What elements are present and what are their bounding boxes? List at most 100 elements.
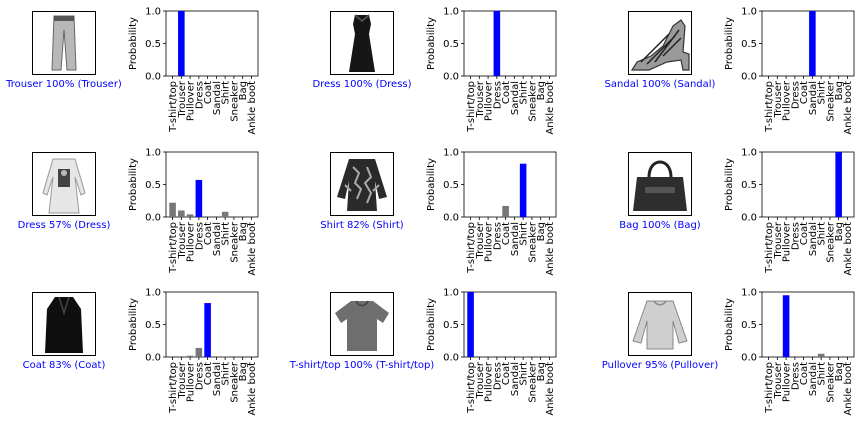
y-tick-label: 0.5 [443, 180, 459, 191]
y-tick-label: 0.0 [741, 353, 757, 364]
y-axis-label: Probability [426, 17, 437, 70]
x-tick-label: Shirt [817, 222, 828, 246]
x-tick-label: Sandal [808, 81, 819, 115]
x-tick-label: Dress [194, 362, 205, 390]
x-tick-label: Coat [799, 362, 810, 385]
prediction-caption: Trouser 100% (Trouser) [6, 79, 122, 90]
x-tick-label: Trouser [177, 361, 188, 399]
x-tick-label: Pullover [782, 80, 793, 121]
axes-frame [165, 151, 259, 218]
x-tick-label: Pullover [782, 221, 793, 262]
x-tick-label: Shirt [817, 362, 828, 386]
tshirt-icon [330, 292, 394, 356]
y-tick-label: 1.0 [145, 7, 161, 18]
probability-chart: 0.0 0.5 1.0 Probability T-shirt/topTrouserPu… [128, 288, 259, 416]
probability-bar-dress [195, 179, 203, 217]
probability-chart: 0.0 0.5 1.0 Probability T-shirt/topTrouserPu… [724, 288, 855, 416]
x-tick-label: Coat [203, 222, 214, 245]
probability-bar-shirt [221, 356, 229, 357]
y-tick-label: 0.5 [741, 180, 757, 191]
y-tick-label: 0.0 [145, 213, 161, 224]
y-tick-label: 0.0 [443, 213, 459, 224]
x-tick-label: T-shirt/top [764, 222, 775, 274]
x-tick-label: Sandal [212, 81, 223, 115]
x-tick-label: Ankle boot [247, 222, 258, 276]
y-axis-label: Probability [128, 17, 139, 70]
x-tick-label: Bag [834, 362, 845, 381]
shirt-icon [330, 152, 394, 216]
probability-bar-shirt [519, 163, 527, 217]
x-tick-label: T-shirt/top [764, 81, 775, 133]
x-tick-label: T-shirt/top [168, 222, 179, 274]
x-tick-label: Trouser [773, 80, 784, 118]
probability-bar-bag [835, 152, 842, 217]
y-tick-label: 0.0 [145, 353, 161, 364]
x-tick-label: Ankle boot [843, 81, 854, 135]
x-tick-label: T-shirt/top [466, 222, 477, 274]
x-tick-label: Shirt [519, 362, 530, 386]
x-tick-label: Trouser [773, 221, 784, 259]
x-tick-label: Sneaker [825, 80, 836, 122]
x-tick-label: Sneaker [229, 80, 240, 122]
x-tick-label: Ankle boot [843, 222, 854, 276]
x-tick-label: Trouser [475, 361, 486, 399]
trouser-icon [32, 11, 96, 75]
y-tick-label: 0.0 [741, 72, 757, 83]
x-tick-label: Sneaker [825, 361, 836, 403]
x-tick-label: Bag [834, 81, 845, 100]
x-tick-label: Shirt [519, 81, 530, 105]
x-tick-label: Sneaker [229, 221, 240, 263]
probability-bar-t-shirt-top [169, 202, 176, 217]
y-tick-label: 0.5 [443, 320, 459, 331]
sandal-icon [628, 11, 692, 75]
x-tick-label: Sandal [510, 81, 521, 115]
x-tick-label: Coat [501, 81, 512, 104]
x-tick-label: Dress [790, 81, 801, 109]
y-axis-label: Probability [724, 158, 735, 211]
coat-icon [32, 292, 96, 356]
probability-bar-pullover [186, 214, 194, 217]
y-tick-label: 1.0 [741, 288, 757, 299]
y-axis-label: Probability [128, 298, 139, 351]
x-tick-label: Pullover [186, 80, 197, 121]
axes-frame [761, 291, 855, 358]
x-tick-label: Sneaker [527, 361, 538, 403]
x-tick-label: Sandal [212, 222, 223, 256]
x-tick-label: T-shirt/top [466, 362, 477, 414]
x-tick-label: Trouser [475, 221, 486, 259]
y-tick-label: 1.0 [741, 7, 757, 18]
x-tick-label: T-shirt/top [466, 81, 477, 133]
y-axis-label: Probability [128, 158, 139, 211]
probability-bar-dress [195, 347, 203, 357]
x-tick-label: Bag [536, 222, 547, 241]
probability-chart: 0.0 0.5 1.0 Probability T-shirt/topTrouserPu… [426, 148, 557, 276]
y-axis-label: Probability [724, 17, 735, 70]
y-tick-label: 0.5 [741, 320, 757, 331]
prediction-caption: Sandal 100% (Sandal) [604, 79, 716, 90]
prediction-caption: Coat 83% (Coat) [22, 360, 106, 371]
x-tick-label: Shirt [519, 222, 530, 246]
x-tick-label: Sandal [212, 362, 223, 396]
y-tick-label: 1.0 [443, 288, 459, 299]
axes-frame [463, 151, 557, 218]
probability-chart: 0.0 0.5 1.0 Probability T-shirt/topTrouserPu… [426, 7, 557, 135]
bag-icon [628, 152, 692, 216]
x-tick-label: Pullover [186, 221, 197, 262]
x-tick-label: Dress [790, 362, 801, 390]
x-tick-label: Coat [203, 81, 214, 104]
x-tick-label: Dress [492, 222, 503, 250]
x-tick-label: T-shirt/top [168, 362, 179, 414]
probability-chart: 0.0 0.5 1.0 Probability T-shirt/topTrouserPu… [724, 148, 855, 276]
probability-chart: 0.0 0.5 1.0 Probability T-shirt/topTrouserPu… [426, 288, 557, 416]
x-tick-label: Trouser [773, 361, 784, 399]
x-tick-label: Sandal [808, 222, 819, 256]
pullover-icon [628, 292, 692, 356]
x-tick-label: Sandal [510, 222, 521, 256]
y-tick-label: 0.0 [145, 72, 161, 83]
x-tick-label: Sandal [510, 362, 521, 396]
y-tick-label: 1.0 [145, 288, 161, 299]
x-tick-label: Coat [501, 362, 512, 385]
y-tick-label: 0.5 [443, 39, 459, 50]
x-tick-label: Bag [834, 222, 845, 241]
